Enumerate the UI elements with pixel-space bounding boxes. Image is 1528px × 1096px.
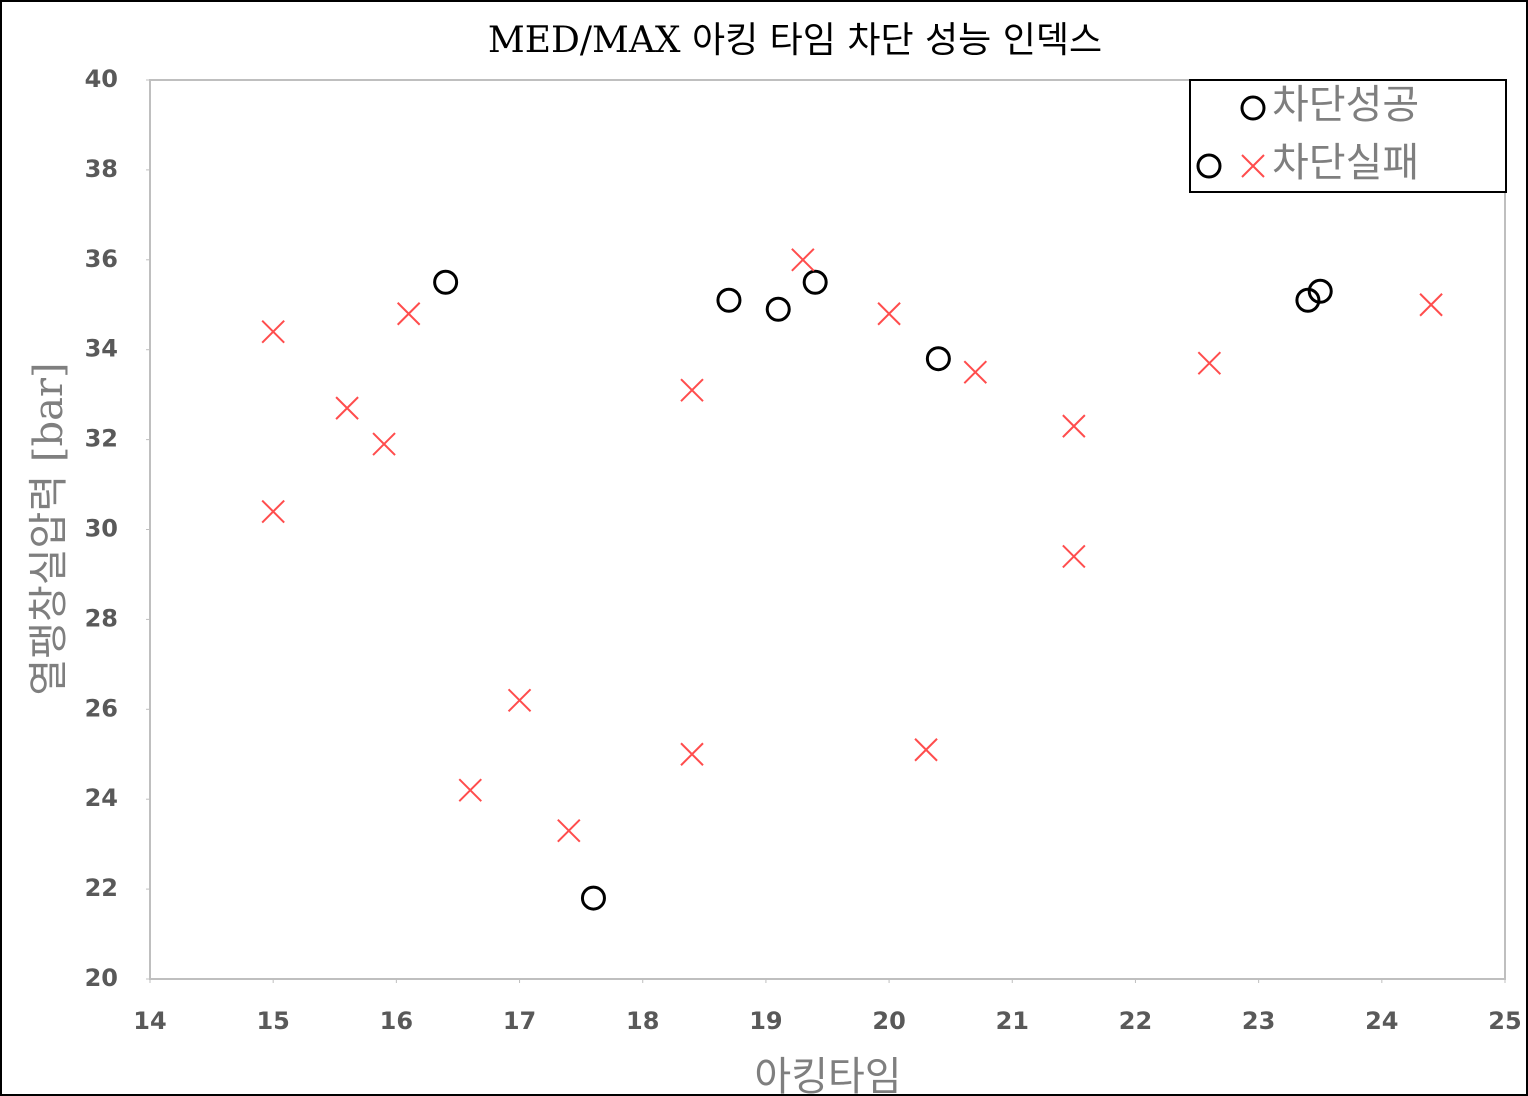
point — [1307, 278, 1333, 304]
point — [925, 346, 951, 372]
point — [335, 396, 359, 420]
x-axis-label: 아킹타임 — [754, 1054, 901, 1096]
point — [765, 296, 791, 322]
y-tick-label: 30 — [85, 515, 118, 543]
legend-marker — [1240, 95, 1266, 121]
point — [963, 360, 988, 384]
point — [458, 778, 482, 802]
legend-marker — [1241, 154, 1265, 178]
chart-title: MED/MAX 아킹 타임 차단 성능 인덱스 — [488, 20, 1102, 61]
point — [1062, 414, 1086, 438]
point — [261, 320, 285, 344]
point — [680, 378, 704, 402]
point — [1197, 351, 1222, 375]
y-tick-label: 28 — [85, 604, 118, 632]
point — [261, 499, 285, 524]
x-tick-label: 23 — [1242, 1007, 1275, 1035]
x-tick-label: 16 — [380, 1007, 413, 1035]
point — [680, 742, 704, 766]
legend — [1189, 79, 1507, 193]
y-tick-label: 38 — [85, 155, 118, 183]
point — [1062, 544, 1086, 569]
x-tick-label: 14 — [133, 1007, 166, 1035]
x-tick-label: 24 — [1365, 1007, 1398, 1035]
point — [396, 302, 421, 326]
y-tick-label: 26 — [85, 694, 118, 722]
point — [802, 269, 828, 295]
y-tick-label: 36 — [85, 245, 118, 273]
y-tick-label: 40 — [85, 65, 118, 93]
y-tick-label: 20 — [85, 964, 118, 992]
x-tick-label: 17 — [503, 1007, 536, 1035]
legend-label: 차단성공 — [1272, 82, 1419, 128]
y-tick-label: 32 — [85, 425, 118, 453]
point — [716, 287, 742, 313]
point — [557, 818, 581, 843]
legend-label: 차단실패 — [1272, 140, 1419, 186]
x-tick-label: 25 — [1488, 1007, 1521, 1035]
point — [1419, 293, 1443, 317]
x-tick-label: 18 — [626, 1007, 659, 1035]
point — [877, 302, 901, 326]
y-tick-label: 24 — [85, 784, 118, 812]
x-tick-label: 22 — [1119, 1007, 1152, 1035]
y-tick-label: 22 — [85, 874, 118, 902]
y-tick-label: 34 — [85, 335, 118, 363]
point — [507, 688, 532, 713]
point — [791, 248, 815, 272]
x-tick-label: 19 — [749, 1007, 782, 1035]
x-tick-label: 20 — [872, 1007, 905, 1035]
y-axis-label: 열팽창실압력 [bar] — [26, 362, 72, 695]
point — [433, 269, 459, 295]
point — [914, 738, 938, 762]
legend-extra-marker — [1196, 153, 1222, 179]
x-tick-label: 15 — [256, 1007, 289, 1035]
point — [580, 885, 606, 911]
point — [372, 432, 396, 456]
x-tick-label: 21 — [996, 1007, 1029, 1035]
